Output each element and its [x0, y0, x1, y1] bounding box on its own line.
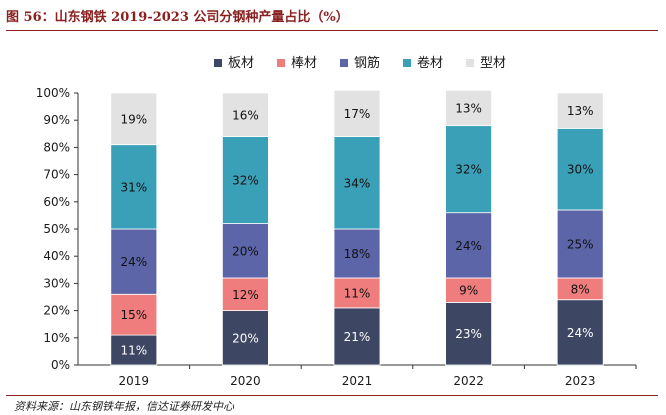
legend-swatch-4 [403, 59, 411, 67]
data-label-2022-series-4: 32% [455, 163, 482, 177]
bar-2021-series-1 [333, 307, 381, 366]
bar-2020-series-4 [221, 136, 269, 224]
data-label-2019-series-3: 24% [120, 255, 147, 269]
legend-swatch-1 [214, 59, 222, 67]
data-label-2020-series-1: 20% [232, 331, 259, 345]
legend-swatch-3 [340, 59, 348, 67]
stacked-bar-chart: 板材 棒材 钢筋 卷材 型材 0% 10% 20% 30% 40% 50% 60% 70% 80% 90% 1… [36, 55, 637, 388]
y-tick-label-20: 20% [43, 304, 70, 318]
x-tick-label-2022: 2022 [453, 374, 484, 388]
data-label-2023-series-5: 13% [567, 104, 594, 118]
bar-2023-series-1 [556, 299, 604, 366]
bar-2019-series-5 [110, 92, 158, 146]
legend-label-1: 板材 [228, 56, 254, 71]
legend-swatch-5 [466, 59, 474, 67]
bar-2020-series-5 [221, 92, 269, 137]
data-label-2022-series-5: 13% [455, 101, 482, 115]
x-tick-label-2020: 2020 [230, 374, 261, 388]
bar-2020-series-1 [221, 310, 269, 366]
bar-2019-series-3 [110, 228, 158, 295]
data-label-2020-series-2: 12% [232, 288, 259, 302]
data-label-2020-series-5: 16% [232, 108, 259, 122]
bar-2020-series-3 [221, 223, 269, 279]
y-tick-label-40: 40% [43, 249, 70, 263]
y-tick-label-0: 0% [51, 358, 70, 372]
chart-area: 板材 棒材 钢筋 卷材 型材 0% 10% 20% 30% 40% 50% 60% 70% 80% 90% 1… [0, 40, 666, 392]
bottom-divider [6, 395, 658, 396]
title-divider [6, 30, 658, 31]
data-label-2023-series-1: 24% [567, 326, 594, 340]
y-tick-label-90: 90% [43, 113, 70, 127]
bar-2023-series-3 [556, 209, 604, 279]
legend-label-4: 卷材 [417, 55, 443, 71]
data-label-2021-series-5: 17% [344, 107, 371, 121]
data-label-2020-series-4: 32% [232, 174, 259, 188]
data-label-2019-series-5: 19% [120, 112, 147, 126]
bar-2022-series-1 [445, 302, 493, 366]
data-label-2021-series-1: 21% [344, 330, 371, 344]
bar-2022-series-4 [445, 125, 493, 214]
bar-2023-series-4 [556, 127, 604, 211]
legend-label-5: 型材 [480, 56, 506, 71]
data-label-2023-series-4: 30% [567, 163, 594, 177]
data-label-2019-series-4: 31% [120, 180, 147, 194]
bar-2019-series-1 [110, 334, 158, 366]
data-label-2021-series-4: 34% [344, 176, 371, 190]
y-tick-label-70: 70% [43, 168, 70, 182]
legend-swatch-2 [277, 59, 285, 67]
data-label-2021-series-3: 18% [344, 247, 371, 261]
x-tick-label-2023: 2023 [565, 374, 596, 388]
bar-2019-series-2 [110, 293, 158, 336]
data-label-2022-series-3: 24% [455, 239, 482, 253]
legend-label-3: 钢筋 [354, 55, 380, 71]
source-note: 资料来源：山东钢铁年报，信达证券研发中心 [14, 400, 234, 413]
data-label-2023-series-3: 25% [567, 237, 594, 251]
data-label-2019-series-2: 15% [120, 308, 147, 322]
bar-2019-series-4 [110, 144, 158, 230]
data-label-2022-series-1: 23% [455, 327, 482, 341]
data-label-2021-series-2: 11% [344, 286, 371, 300]
bar-2023-series-5 [556, 92, 604, 129]
figure-title: 图 56：山东钢铁 2019-2023 公司分钢种产量占比（%） [6, 10, 349, 25]
y-tick-label-60: 60% [43, 195, 70, 209]
y-tick-label-50: 50% [43, 222, 70, 236]
y-tick-label-80: 80% [43, 140, 70, 154]
x-tick-label-2019: 2019 [119, 374, 150, 388]
bar-2021-series-5 [333, 89, 381, 137]
y-tick-label-30: 30% [43, 276, 70, 290]
bar-2021-series-4 [333, 136, 381, 230]
y-tick-label-10: 10% [43, 331, 70, 345]
bar-2022-series-3 [445, 212, 493, 279]
bar-2021-series-2 [333, 277, 381, 309]
data-label-2019-series-1: 11% [120, 344, 147, 358]
bar-2021-series-3 [333, 228, 381, 279]
bar-2022-series-5 [445, 89, 493, 127]
data-label-2023-series-2: 8% [571, 282, 590, 296]
y-tick-label-100: 100% [36, 86, 70, 100]
data-label-2022-series-2: 9% [459, 284, 478, 298]
x-tick-label-2021: 2021 [342, 374, 373, 388]
data-label-2020-series-3: 20% [232, 244, 259, 258]
bar-2022-series-2 [445, 277, 493, 303]
legend-label-2: 棒材 [291, 56, 317, 71]
